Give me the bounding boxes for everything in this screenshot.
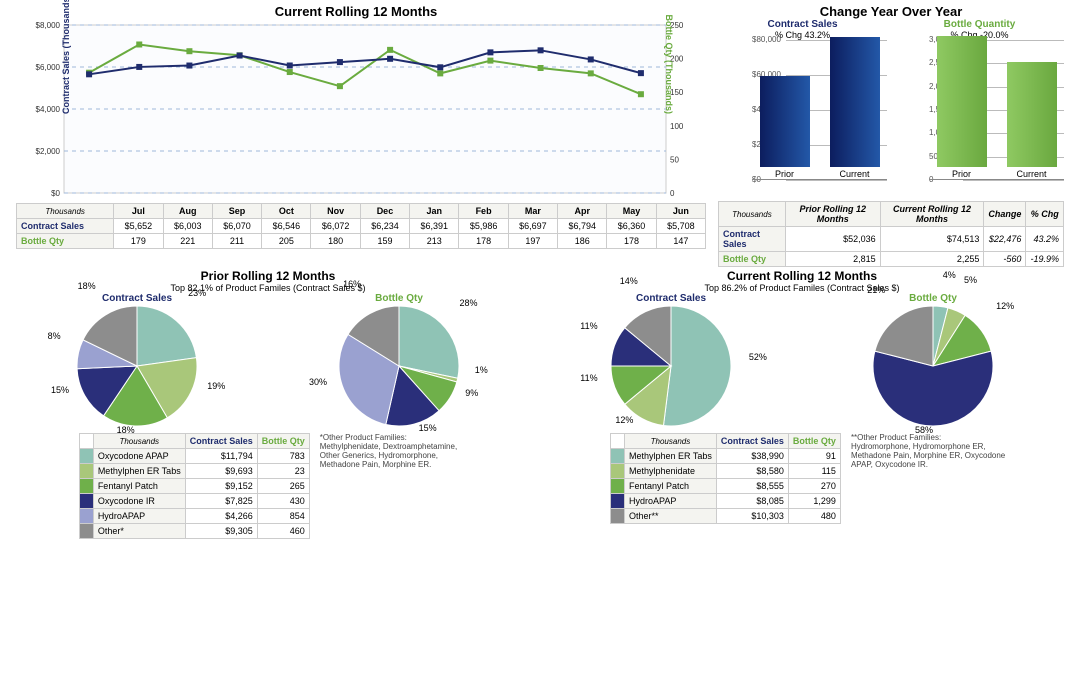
yoy-sales-bars: $0$20,000$40,000$60,000$80,000 Prior Cur… (718, 40, 887, 195)
svg-text:100: 100 (670, 122, 684, 131)
svg-text:$4,000: $4,000 (36, 105, 61, 114)
pie-table: Thousands Contract SalesBottle Qty Methy… (610, 433, 841, 524)
rolling-chart-title: Current Rolling 12 Months (6, 4, 706, 19)
yoy-qty-label: Bottle Quantity (895, 19, 1064, 30)
rolling-table: ThousandsJulAugSepOctNovDecJanFebMarAprM… (16, 203, 706, 249)
yoy-qty-bars: 05001,0001,5002,0002,5003,000 Prior Curr… (895, 40, 1064, 195)
rolling-line-chart: $0$2,000$4,000$6,000$8,00005010015020025… (16, 19, 706, 199)
svg-text:0: 0 (670, 189, 675, 198)
prior-pies-block: Prior Rolling 12 Months Top 82.1% of Pro… (6, 269, 530, 539)
svg-text:$0: $0 (51, 189, 60, 198)
svg-text:50: 50 (670, 155, 679, 164)
svg-text:$6,000: $6,000 (36, 63, 61, 72)
svg-text:$8,000: $8,000 (36, 21, 61, 30)
current-pies-block: Current Rolling 12 Months Top 86.2% of P… (540, 269, 1064, 539)
svg-text:$2,000: $2,000 (36, 147, 61, 156)
yoy-table: ThousandsPrior Rolling 12 MonthsCurrent … (718, 201, 1064, 267)
yoy-title: Change Year Over Year (718, 4, 1064, 19)
yoy-sales-label: Contract Sales (718, 19, 887, 30)
pie-table: Thousands Contract SalesBottle Qty Oxyco… (79, 433, 310, 539)
